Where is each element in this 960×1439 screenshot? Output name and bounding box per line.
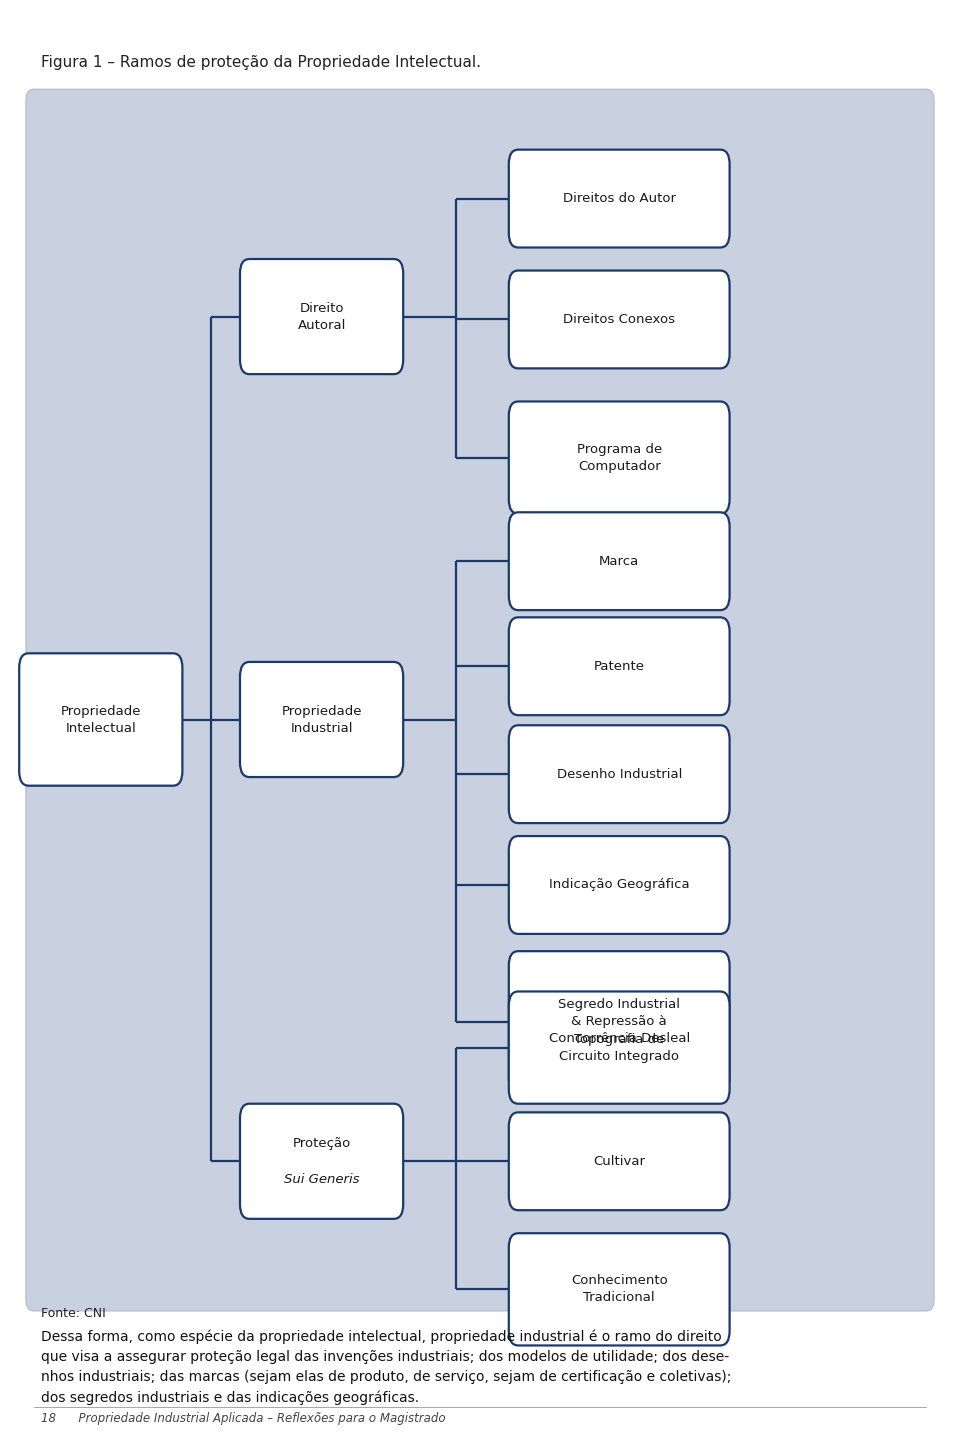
FancyBboxPatch shape (509, 401, 730, 514)
FancyBboxPatch shape (509, 836, 730, 934)
Text: Sui Generis: Sui Generis (284, 1173, 359, 1186)
Text: Propriedade
Industrial: Propriedade Industrial (281, 705, 362, 734)
Text: Dessa forma, como espécie da propriedade intelectual, propriedade industrial é o: Dessa forma, como espécie da propriedade… (41, 1330, 732, 1404)
Text: Figura 1 – Ramos de proteção da Propriedade Intelectual.: Figura 1 – Ramos de proteção da Propried… (41, 55, 481, 69)
Text: Conhecimento
Tradicional: Conhecimento Tradicional (571, 1275, 667, 1304)
FancyBboxPatch shape (509, 991, 730, 1104)
Text: Indicação Geográfica: Indicação Geográfica (549, 878, 689, 892)
FancyBboxPatch shape (509, 725, 730, 823)
FancyBboxPatch shape (509, 271, 730, 368)
Text: Fonte: CNI: Fonte: CNI (41, 1307, 106, 1320)
FancyBboxPatch shape (240, 259, 403, 374)
Text: Direito
Autoral: Direito Autoral (298, 302, 346, 331)
FancyBboxPatch shape (509, 1233, 730, 1345)
FancyBboxPatch shape (509, 150, 730, 248)
Text: Topografia de
Circuito Integrado: Topografia de Circuito Integrado (559, 1033, 680, 1062)
Text: Programa de
Computador: Programa de Computador (577, 443, 661, 472)
FancyBboxPatch shape (509, 1112, 730, 1210)
Text: 18      Propriedade Industrial Aplicada – Reflexões para o Magistrado: 18 Propriedade Industrial Aplicada – Ref… (41, 1412, 445, 1425)
FancyBboxPatch shape (26, 89, 934, 1311)
FancyBboxPatch shape (240, 1104, 403, 1219)
FancyBboxPatch shape (19, 653, 182, 786)
Text: Proteção: Proteção (293, 1137, 350, 1150)
Text: Patente: Patente (593, 659, 645, 673)
Text: Propriedade
Intelectual: Propriedade Intelectual (60, 705, 141, 734)
Text: Marca: Marca (599, 554, 639, 568)
Text: Direitos do Autor: Direitos do Autor (563, 191, 676, 206)
FancyBboxPatch shape (509, 617, 730, 715)
Text: Desenho Industrial: Desenho Industrial (557, 767, 682, 781)
FancyBboxPatch shape (509, 951, 730, 1092)
Text: Direitos Conexos: Direitos Conexos (564, 312, 675, 327)
Text: Segredo Industrial
& Repressão à
Concorrência Desleal: Segredo Industrial & Repressão à Concorr… (548, 999, 690, 1045)
FancyBboxPatch shape (509, 512, 730, 610)
Text: Cultivar: Cultivar (593, 1154, 645, 1168)
FancyBboxPatch shape (240, 662, 403, 777)
